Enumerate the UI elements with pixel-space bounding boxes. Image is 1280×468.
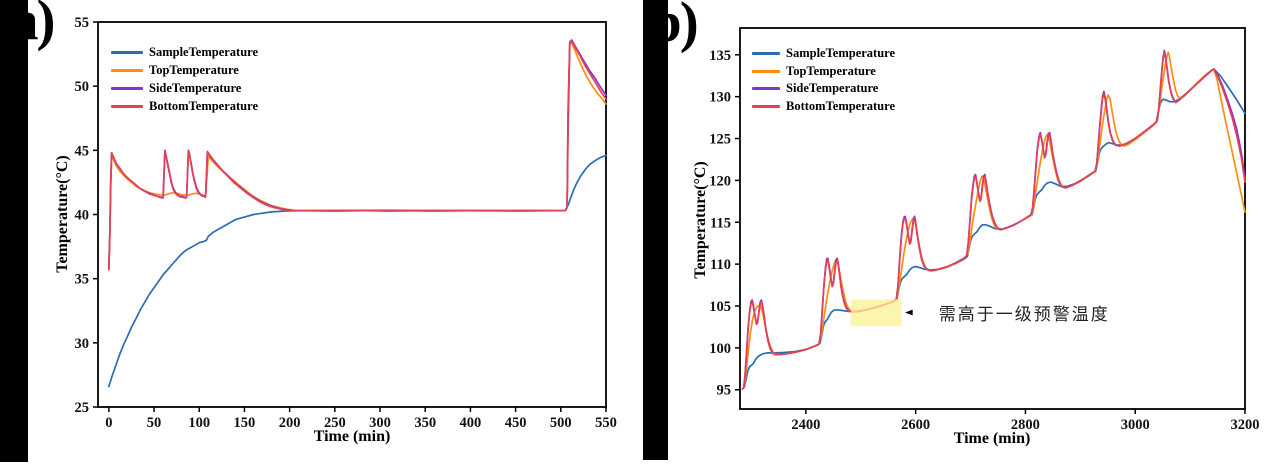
chart-b-legend: SampleTemperature TopTemperature SideTem…: [752, 45, 895, 115]
x-tick-label: 200: [279, 415, 301, 431]
x-tick-label: 350: [414, 415, 436, 431]
left-black-bar: [0, 0, 28, 462]
x-tick-label: 500: [550, 415, 572, 431]
y-tick-label: 110: [710, 257, 731, 273]
SampleTemperature-line: [741, 68, 1246, 390]
chart-a-xaxis-title: Time (min): [313, 428, 391, 445]
plot-frame: [739, 27, 1246, 410]
side-line-swatch-icon: [111, 86, 143, 90]
legend-item-sample: SampleTemperature: [111, 43, 258, 61]
warning-annotation-text: 需高于一级预警温度: [938, 305, 1110, 324]
chart-a-yaxis-title: Temperature(°C): [54, 155, 71, 273]
legend-label-bottom: BottomTemperature: [786, 98, 896, 113]
legend-label-side: SideTemperature: [149, 80, 242, 95]
sample-line-swatch-icon: [111, 50, 143, 54]
side-line-swatch-icon: [752, 87, 780, 91]
warning-annotation: ◀ 需高于一级预警温度: [905, 300, 1110, 325]
legend-item-top: TopTemperature: [111, 61, 258, 79]
middle-black-bar: [643, 0, 668, 460]
legend-label-sample: SampleTemperature: [149, 44, 259, 59]
chart-b-plot: 2400 2600 2800 3000 3200 95 100 105 110 115 120 125…: [709, 27, 1260, 433]
y-tick-label: 100: [709, 341, 731, 357]
BottomTemperature-line: [107, 40, 607, 271]
y-tick-label: 135: [709, 48, 731, 64]
x-tick-label: 100: [188, 415, 210, 431]
x-tick-label: 400: [460, 415, 482, 431]
y-tick-label: 25: [75, 400, 90, 416]
x-tick-label: 0: [105, 415, 112, 431]
y-tick-label: 125: [709, 132, 731, 148]
bottom-line-swatch-icon: [752, 104, 780, 108]
y-tick-label: 105: [709, 299, 731, 315]
legend-item-side: SideTemperature: [752, 80, 895, 98]
x-tick-label: 2600: [901, 417, 930, 433]
y-tick-label: 50: [75, 79, 90, 95]
y-tick-label: 40: [75, 208, 90, 224]
arrow-left-icon: ◀: [905, 308, 913, 317]
legend-label-top: TopTemperature: [786, 63, 876, 78]
x-tick-label: 250: [324, 415, 346, 431]
legend-item-sample: SampleTemperature: [752, 45, 895, 63]
chart-a-plot: 0 50 100 150 200 250 300 350 400 450 500 550 25 30 35 4…: [75, 15, 617, 431]
BottomTemperature-line: [741, 51, 1246, 390]
y-tick-label: 45: [75, 143, 90, 159]
y-tick-label: 120: [709, 173, 731, 189]
top-line-swatch-icon: [111, 68, 143, 72]
y-tick-label: 30: [75, 336, 90, 352]
x-tick-label: 150: [234, 415, 256, 431]
x-tick-label: 550: [595, 415, 617, 431]
sample-line-swatch-icon: [752, 52, 780, 56]
x-tick-label: 2400: [791, 417, 820, 433]
legend-item-bottom: BottomTemperature: [111, 97, 258, 115]
highlight-box: [850, 299, 902, 327]
top-line-swatch-icon: [752, 69, 780, 73]
legend-label-top: TopTemperature: [149, 62, 239, 77]
y-tick-label: 55: [75, 15, 90, 31]
y-tick-label: 35: [75, 272, 90, 288]
SampleTemperature-line: [107, 154, 607, 388]
x-tick-label: 3000: [1121, 417, 1150, 433]
legend-item-side: SideTemperature: [111, 79, 258, 97]
chart-b-xaxis-title: Time (min): [953, 430, 1031, 447]
legend-item-bottom: BottomTemperature: [752, 98, 895, 116]
y-tick-label: 95: [717, 383, 732, 399]
legend-label-bottom: BottomTemperature: [149, 98, 259, 113]
legend-label-side: SideTemperature: [786, 81, 879, 96]
x-tick-label: 3200: [1231, 417, 1260, 433]
y-tick-label: 115: [710, 215, 731, 231]
chart-a-legend: SampleTemperature TopTemperature SideTem…: [111, 43, 258, 115]
legend-label-sample: SampleTemperature: [786, 46, 896, 61]
x-tick-label: 300: [369, 415, 391, 431]
x-tick-label: 50: [147, 415, 162, 431]
legend-item-top: TopTemperature: [752, 63, 895, 81]
y-tick-label: 130: [709, 90, 731, 106]
bottom-line-swatch-icon: [111, 104, 143, 108]
x-tick-label: 2800: [1011, 417, 1040, 433]
x-tick-label: 450: [505, 415, 527, 431]
chart-b-yaxis-title: Temperature(°C): [692, 161, 709, 279]
